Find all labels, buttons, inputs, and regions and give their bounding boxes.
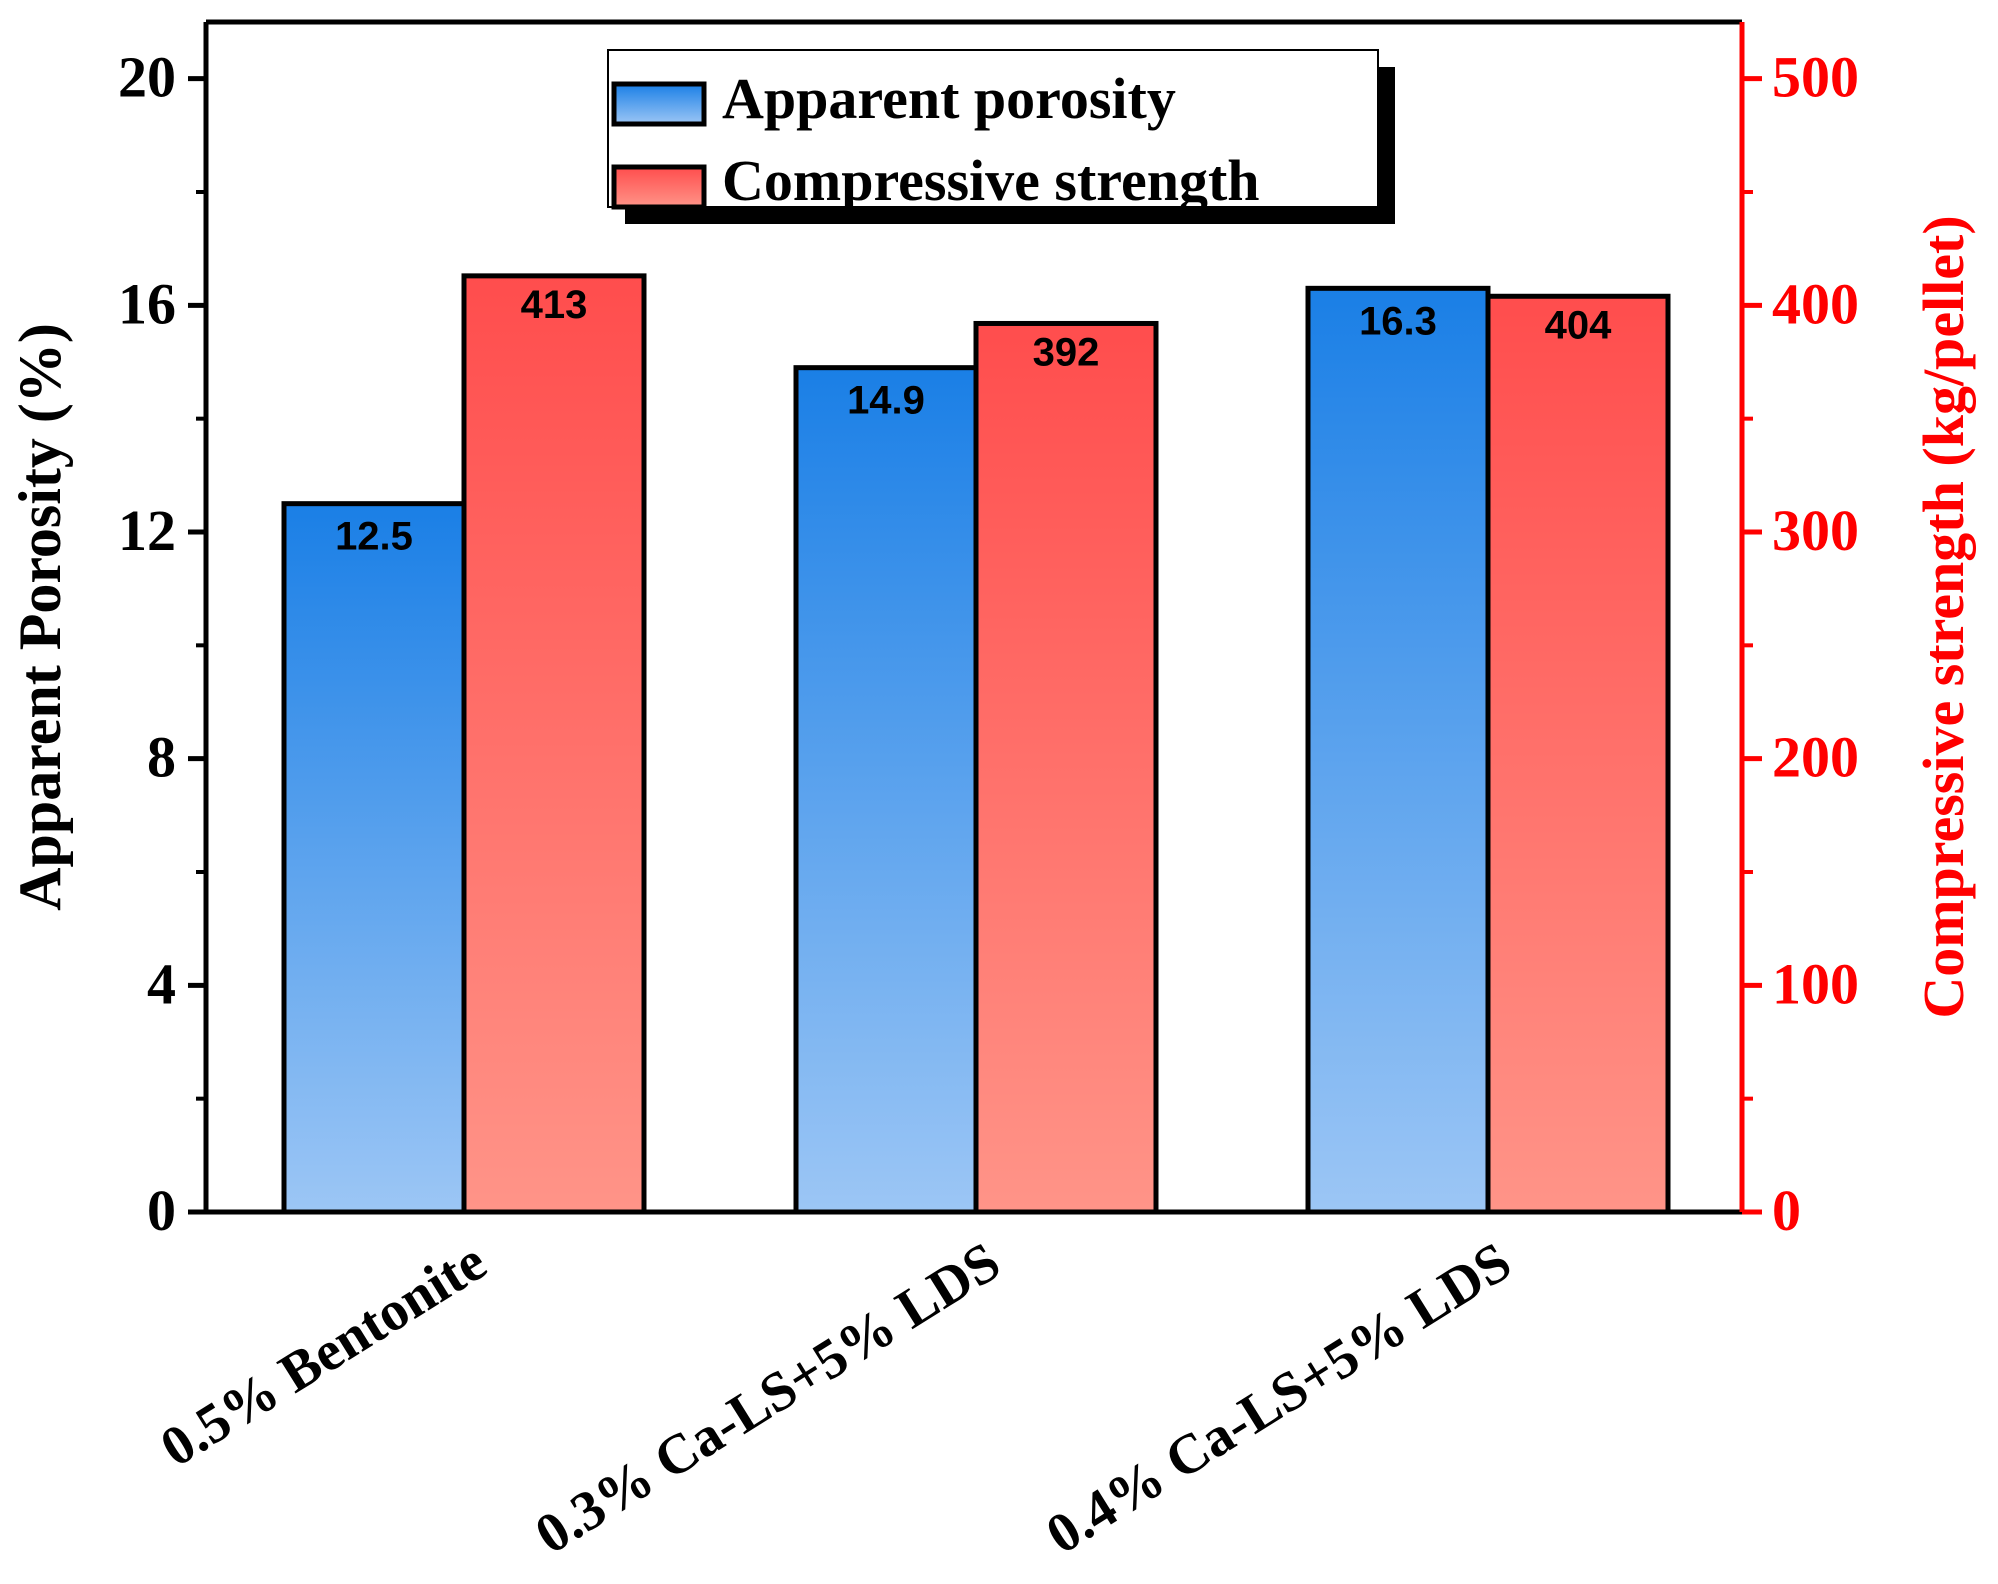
bar-compressive-strength — [1485, 293, 1671, 1215]
data-label-porosity: 16.3 — [1359, 299, 1437, 343]
legend: Apparent porosity Compressive strength — [607, 49, 1395, 224]
data-label-strength: 404 — [1545, 303, 1612, 347]
data-label-strength: 413 — [521, 283, 588, 327]
left-axis-title: Apparent Porosity (%) — [7, 323, 73, 911]
left-tick-label: 16 — [118, 271, 176, 336]
bars-layer: 12.5 413 14.9 392 16.3 404 — [281, 273, 1671, 1215]
left-tick-label: 0 — [147, 1178, 176, 1243]
left-tick-label: 8 — [147, 725, 176, 790]
legend-label-strength: Compressive strength — [722, 148, 1260, 213]
right-tick-label: 300 — [1772, 498, 1859, 563]
right-axis-title: Compressive strength (kg/pellet) — [1911, 215, 1976, 1018]
x-tick-label: 0.4% Ca-LS+5% LDS — [1036, 1230, 1522, 1566]
left-tick-label: 20 — [118, 45, 176, 110]
data-label-porosity: 12.5 — [335, 515, 413, 559]
data-label-porosity: 14.9 — [847, 379, 925, 423]
left-tick-label: 4 — [147, 951, 176, 1016]
data-label-strength: 392 — [1033, 330, 1100, 374]
right-tick-label: 400 — [1772, 271, 1859, 336]
x-tick-label: 0.3% Ca-LS+5% LDS — [525, 1230, 1011, 1566]
legend-swatch-porosity — [611, 81, 707, 127]
legend-box — [607, 49, 1379, 208]
right-tick-label: 100 — [1772, 951, 1859, 1016]
x-tick-label: 0.5% Bentonite — [150, 1230, 497, 1479]
right-tick-label: 500 — [1772, 45, 1859, 110]
bar-apparent-porosity — [793, 365, 979, 1215]
left-tick-label: 12 — [118, 498, 176, 563]
bar-compressive-strength — [973, 320, 1159, 1215]
right-tick-label: 0 — [1772, 1178, 1801, 1243]
bar-apparent-porosity — [1305, 285, 1491, 1215]
legend-label-porosity: Apparent porosity — [722, 66, 1176, 131]
right-tick-label: 200 — [1772, 725, 1859, 790]
legend-swatch-strength — [611, 164, 707, 210]
bar-compressive-strength — [461, 273, 647, 1215]
bar-apparent-porosity — [281, 501, 467, 1215]
